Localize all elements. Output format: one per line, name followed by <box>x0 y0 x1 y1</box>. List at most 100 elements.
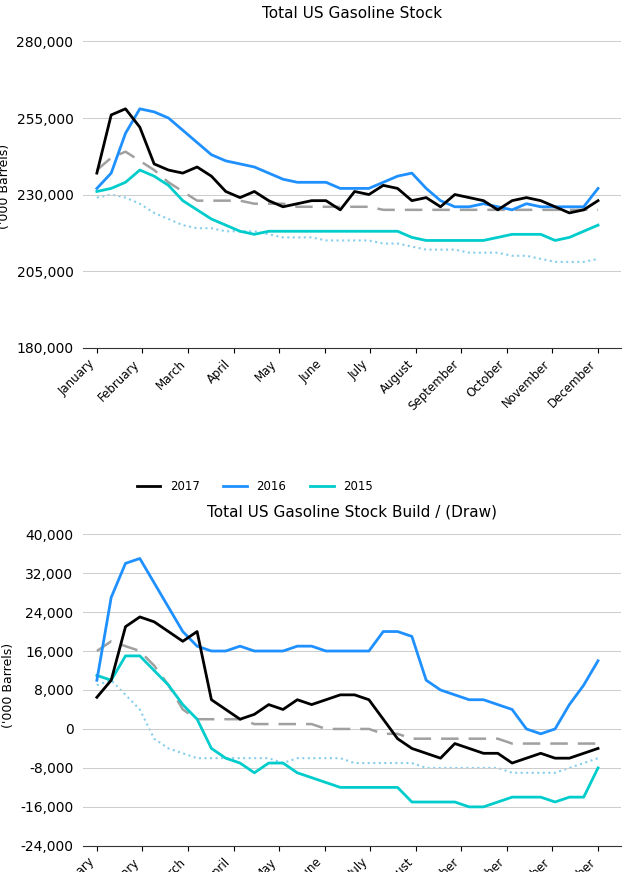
2017 <box>566 753 573 763</box>
2017 <box>164 626 172 637</box>
2013 - 2017 (5 Yr Avg) <box>422 205 430 215</box>
2017 <box>408 195 416 206</box>
2015 <box>164 181 172 191</box>
Line: 2010 - 2014 (5 Yr Avg): 2010 - 2014 (5 Yr Avg) <box>97 680 598 773</box>
2017 <box>436 201 444 212</box>
2015 <box>566 232 573 242</box>
2010 - 2014 (5 Yr Avg) <box>322 753 330 763</box>
2016 <box>365 183 372 194</box>
2010 - 2014 (5 Yr Avg) <box>222 753 230 763</box>
2017 <box>537 748 545 759</box>
2013 - 2017 (5 Yr Avg) <box>465 205 473 215</box>
2015 <box>308 226 316 236</box>
2017 <box>122 622 129 632</box>
2015 <box>394 782 401 793</box>
2016 <box>508 205 516 215</box>
2013 - 2017 (5 Yr Avg) <box>523 739 531 749</box>
2016 <box>322 646 330 657</box>
2015 <box>494 232 502 242</box>
2013 - 2017 (5 Yr Avg) <box>322 201 330 212</box>
2010 - 2014 (5 Yr Avg) <box>394 758 401 768</box>
2015 <box>322 777 330 787</box>
2010 - 2014 (5 Yr Avg) <box>150 208 158 218</box>
2010 - 2014 (5 Yr Avg) <box>308 232 316 242</box>
2016 <box>250 161 258 172</box>
2015 <box>566 792 573 802</box>
2017 <box>523 193 531 203</box>
2013 - 2017 (5 Yr Avg) <box>250 199 258 209</box>
Line: 2016: 2016 <box>97 109 598 210</box>
2017 <box>222 705 230 715</box>
Line: 2013 - 2017 (5 Yr Avg): 2013 - 2017 (5 Yr Avg) <box>97 641 598 744</box>
2015 <box>93 187 100 197</box>
2017 <box>380 714 387 725</box>
2013 - 2017 (5 Yr Avg) <box>436 733 444 744</box>
2017 <box>265 699 273 710</box>
2017 <box>422 748 430 759</box>
2016 <box>150 577 158 588</box>
2010 - 2014 (5 Yr Avg) <box>436 244 444 255</box>
2016 <box>580 201 588 212</box>
2017 <box>236 714 244 725</box>
2013 - 2017 (5 Yr Avg) <box>236 195 244 206</box>
2013 - 2017 (5 Yr Avg) <box>408 733 416 744</box>
2015 <box>308 773 316 783</box>
2013 - 2017 (5 Yr Avg) <box>479 205 487 215</box>
2013 - 2017 (5 Yr Avg) <box>394 205 401 215</box>
2013 - 2017 (5 Yr Avg) <box>122 146 129 157</box>
2016 <box>551 724 559 734</box>
2013 - 2017 (5 Yr Avg) <box>566 205 573 215</box>
2016 <box>122 558 129 569</box>
2010 - 2014 (5 Yr Avg) <box>351 235 358 246</box>
2015 <box>580 792 588 802</box>
2015 <box>580 226 588 236</box>
2017 <box>308 195 316 206</box>
2017 <box>566 208 573 218</box>
2016 <box>394 171 401 181</box>
2017 <box>422 193 430 203</box>
2013 - 2017 (5 Yr Avg) <box>494 733 502 744</box>
2013 - 2017 (5 Yr Avg) <box>537 739 545 749</box>
2016 <box>580 680 588 691</box>
2017 <box>594 195 602 206</box>
2010 - 2014 (5 Yr Avg) <box>380 758 387 768</box>
2013 - 2017 (5 Yr Avg) <box>193 714 201 725</box>
2013 - 2017 (5 Yr Avg) <box>422 733 430 744</box>
2013 - 2017 (5 Yr Avg) <box>322 724 330 734</box>
Line: 2015: 2015 <box>97 170 598 241</box>
2010 - 2014 (5 Yr Avg) <box>551 767 559 778</box>
2015 <box>594 763 602 773</box>
2017 <box>108 110 115 120</box>
2015 <box>523 229 531 240</box>
2010 - 2014 (5 Yr Avg) <box>294 232 301 242</box>
2013 - 2017 (5 Yr Avg) <box>250 719 258 729</box>
2013 - 2017 (5 Yr Avg) <box>308 719 316 729</box>
2017 <box>479 748 487 759</box>
2010 - 2014 (5 Yr Avg) <box>279 758 287 768</box>
2016 <box>422 183 430 194</box>
2013 - 2017 (5 Yr Avg) <box>108 153 115 163</box>
2016 <box>179 125 187 135</box>
2015 <box>122 177 129 187</box>
2015 <box>265 758 273 768</box>
Title: Total US Gasoline Stock Build / (Draw): Total US Gasoline Stock Build / (Draw) <box>207 504 497 519</box>
2015 <box>207 743 215 753</box>
2017 <box>465 193 473 203</box>
2010 - 2014 (5 Yr Avg) <box>279 232 287 242</box>
2010 - 2014 (5 Yr Avg) <box>422 763 430 773</box>
2010 - 2014 (5 Yr Avg) <box>108 675 115 685</box>
2016 <box>408 168 416 179</box>
2010 - 2014 (5 Yr Avg) <box>365 235 372 246</box>
2015 <box>136 165 143 175</box>
2010 - 2014 (5 Yr Avg) <box>93 680 100 691</box>
2016 <box>265 168 273 179</box>
2016 <box>436 195 444 206</box>
2016 <box>494 201 502 212</box>
2017 <box>193 161 201 172</box>
2013 - 2017 (5 Yr Avg) <box>93 165 100 175</box>
2016 <box>136 104 143 114</box>
2015 <box>337 226 344 236</box>
2010 - 2014 (5 Yr Avg) <box>337 753 344 763</box>
2016 <box>337 646 344 657</box>
2017 <box>508 195 516 206</box>
